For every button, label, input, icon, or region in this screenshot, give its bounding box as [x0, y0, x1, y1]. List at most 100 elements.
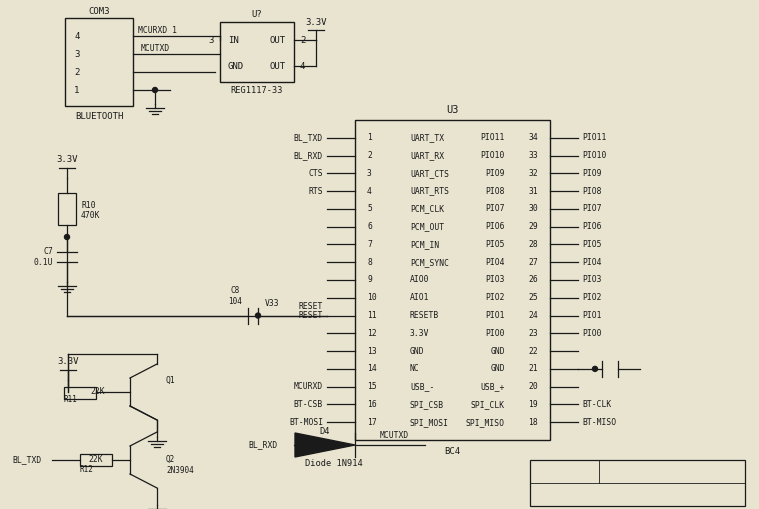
Text: 4: 4	[367, 187, 372, 195]
Text: BT-CLK: BT-CLK	[582, 400, 611, 409]
Text: USB_+: USB_+	[480, 382, 505, 391]
Text: PCM_CLK: PCM_CLK	[410, 205, 444, 213]
Text: 3.3V: 3.3V	[410, 329, 430, 338]
Text: BL_TXD: BL_TXD	[12, 456, 41, 465]
Text: 22K: 22K	[90, 387, 105, 397]
Text: BC4: BC4	[445, 447, 461, 457]
Text: 10: 10	[367, 293, 376, 302]
Text: 18: 18	[528, 418, 538, 427]
Text: MCUTXD: MCUTXD	[140, 43, 169, 52]
Text: 13: 13	[367, 347, 376, 356]
Text: OUT: OUT	[270, 62, 286, 71]
Text: 3: 3	[367, 169, 372, 178]
Text: 21: 21	[528, 364, 538, 374]
Text: R11: R11	[64, 395, 78, 405]
Text: BLUETOOTH: BLUETOOTH	[75, 111, 123, 121]
Text: Q1: Q1	[166, 376, 176, 384]
Text: RESETB: RESETB	[410, 311, 439, 320]
Text: 2: 2	[300, 36, 305, 44]
Text: 3: 3	[209, 36, 214, 44]
Text: SPI_CSB: SPI_CSB	[410, 400, 444, 409]
Text: 27: 27	[528, 258, 538, 267]
Text: PCM_OUT: PCM_OUT	[410, 222, 444, 231]
Text: MCURXD 1: MCURXD 1	[138, 25, 178, 35]
Text: UART_RX: UART_RX	[410, 151, 444, 160]
Text: 11: 11	[367, 311, 376, 320]
Text: 16: 16	[367, 400, 376, 409]
Text: PIO11: PIO11	[582, 133, 606, 143]
Text: 4: 4	[74, 32, 80, 41]
Text: BL_RXD: BL_RXD	[248, 440, 277, 449]
Text: GND: GND	[228, 62, 244, 71]
Text: PIO1: PIO1	[582, 311, 601, 320]
Text: PIO6: PIO6	[582, 222, 601, 231]
Text: PIO9: PIO9	[486, 169, 505, 178]
Text: PIO10: PIO10	[582, 151, 606, 160]
Text: COM3: COM3	[88, 7, 110, 15]
Text: PCM_SYNC: PCM_SYNC	[410, 258, 449, 267]
Text: PIO0: PIO0	[582, 329, 601, 338]
Text: BL_RXD: BL_RXD	[294, 151, 323, 160]
Text: GND: GND	[410, 347, 424, 356]
Polygon shape	[295, 433, 355, 457]
Text: NC: NC	[410, 364, 420, 374]
Bar	[530, 460, 745, 506]
Text: RESET: RESET	[298, 301, 323, 310]
Text: PIO2: PIO2	[486, 293, 505, 302]
Text: 8: 8	[367, 258, 372, 267]
Text: PIO3: PIO3	[486, 275, 505, 285]
Text: PIO9: PIO9	[582, 169, 601, 178]
Text: 26: 26	[528, 275, 538, 285]
Text: 31: 31	[528, 187, 538, 195]
Text: PIO4: PIO4	[582, 258, 601, 267]
Text: 34: 34	[528, 133, 538, 143]
Text: 25: 25	[528, 293, 538, 302]
Text: 29: 29	[528, 222, 538, 231]
Text: 15: 15	[367, 382, 376, 391]
Text: Q2
2N3904: Q2 2N3904	[166, 455, 194, 475]
Text: BT-MISO: BT-MISO	[582, 418, 616, 427]
Text: PIO10: PIO10	[480, 151, 505, 160]
Text: BT-MOSI: BT-MOSI	[289, 418, 323, 427]
Circle shape	[256, 313, 260, 318]
Text: C7
0.1U: C7 0.1U	[33, 247, 53, 267]
Text: UART_TX: UART_TX	[410, 133, 444, 143]
Text: 22: 22	[528, 347, 538, 356]
Text: BT-CSB: BT-CSB	[294, 400, 323, 409]
Text: PIO8: PIO8	[486, 187, 505, 195]
Text: 28: 28	[528, 240, 538, 249]
Text: 2: 2	[367, 151, 372, 160]
Text: SPI_MOSI: SPI_MOSI	[410, 418, 449, 427]
Text: SPI_MISO: SPI_MISO	[466, 418, 505, 427]
Text: 12: 12	[367, 329, 376, 338]
Text: USB_-: USB_-	[410, 382, 434, 391]
Text: UART_CTS: UART_CTS	[410, 169, 449, 178]
Text: 4: 4	[300, 62, 305, 71]
Text: PIO6: PIO6	[486, 222, 505, 231]
Text: BL_TXD: BL_TXD	[294, 133, 323, 143]
Text: UART_RTS: UART_RTS	[410, 187, 449, 195]
Circle shape	[593, 366, 597, 372]
Text: MCURXD: MCURXD	[294, 382, 323, 391]
Text: PIO0: PIO0	[486, 329, 505, 338]
Text: MCUTXD: MCUTXD	[380, 431, 409, 439]
Text: R10
470K: R10 470K	[81, 201, 100, 220]
Text: PIO8: PIO8	[582, 187, 601, 195]
Text: 30: 30	[528, 205, 538, 213]
Circle shape	[65, 235, 70, 240]
Text: 19: 19	[528, 400, 538, 409]
Text: PIO4: PIO4	[486, 258, 505, 267]
Text: 1: 1	[367, 133, 372, 143]
Text: 33: 33	[528, 151, 538, 160]
Bar	[80, 454, 112, 466]
Text: GND: GND	[490, 347, 505, 356]
Text: 22K: 22K	[88, 456, 102, 465]
Text: 14: 14	[367, 364, 376, 374]
Text: PCM_IN: PCM_IN	[410, 240, 439, 249]
Text: IN: IN	[228, 36, 239, 44]
Text: PIO7: PIO7	[582, 205, 601, 213]
Text: U3: U3	[446, 105, 458, 115]
Text: SPI_CLK: SPI_CLK	[471, 400, 505, 409]
Text: 5: 5	[367, 205, 372, 213]
Text: AIO1: AIO1	[410, 293, 430, 302]
